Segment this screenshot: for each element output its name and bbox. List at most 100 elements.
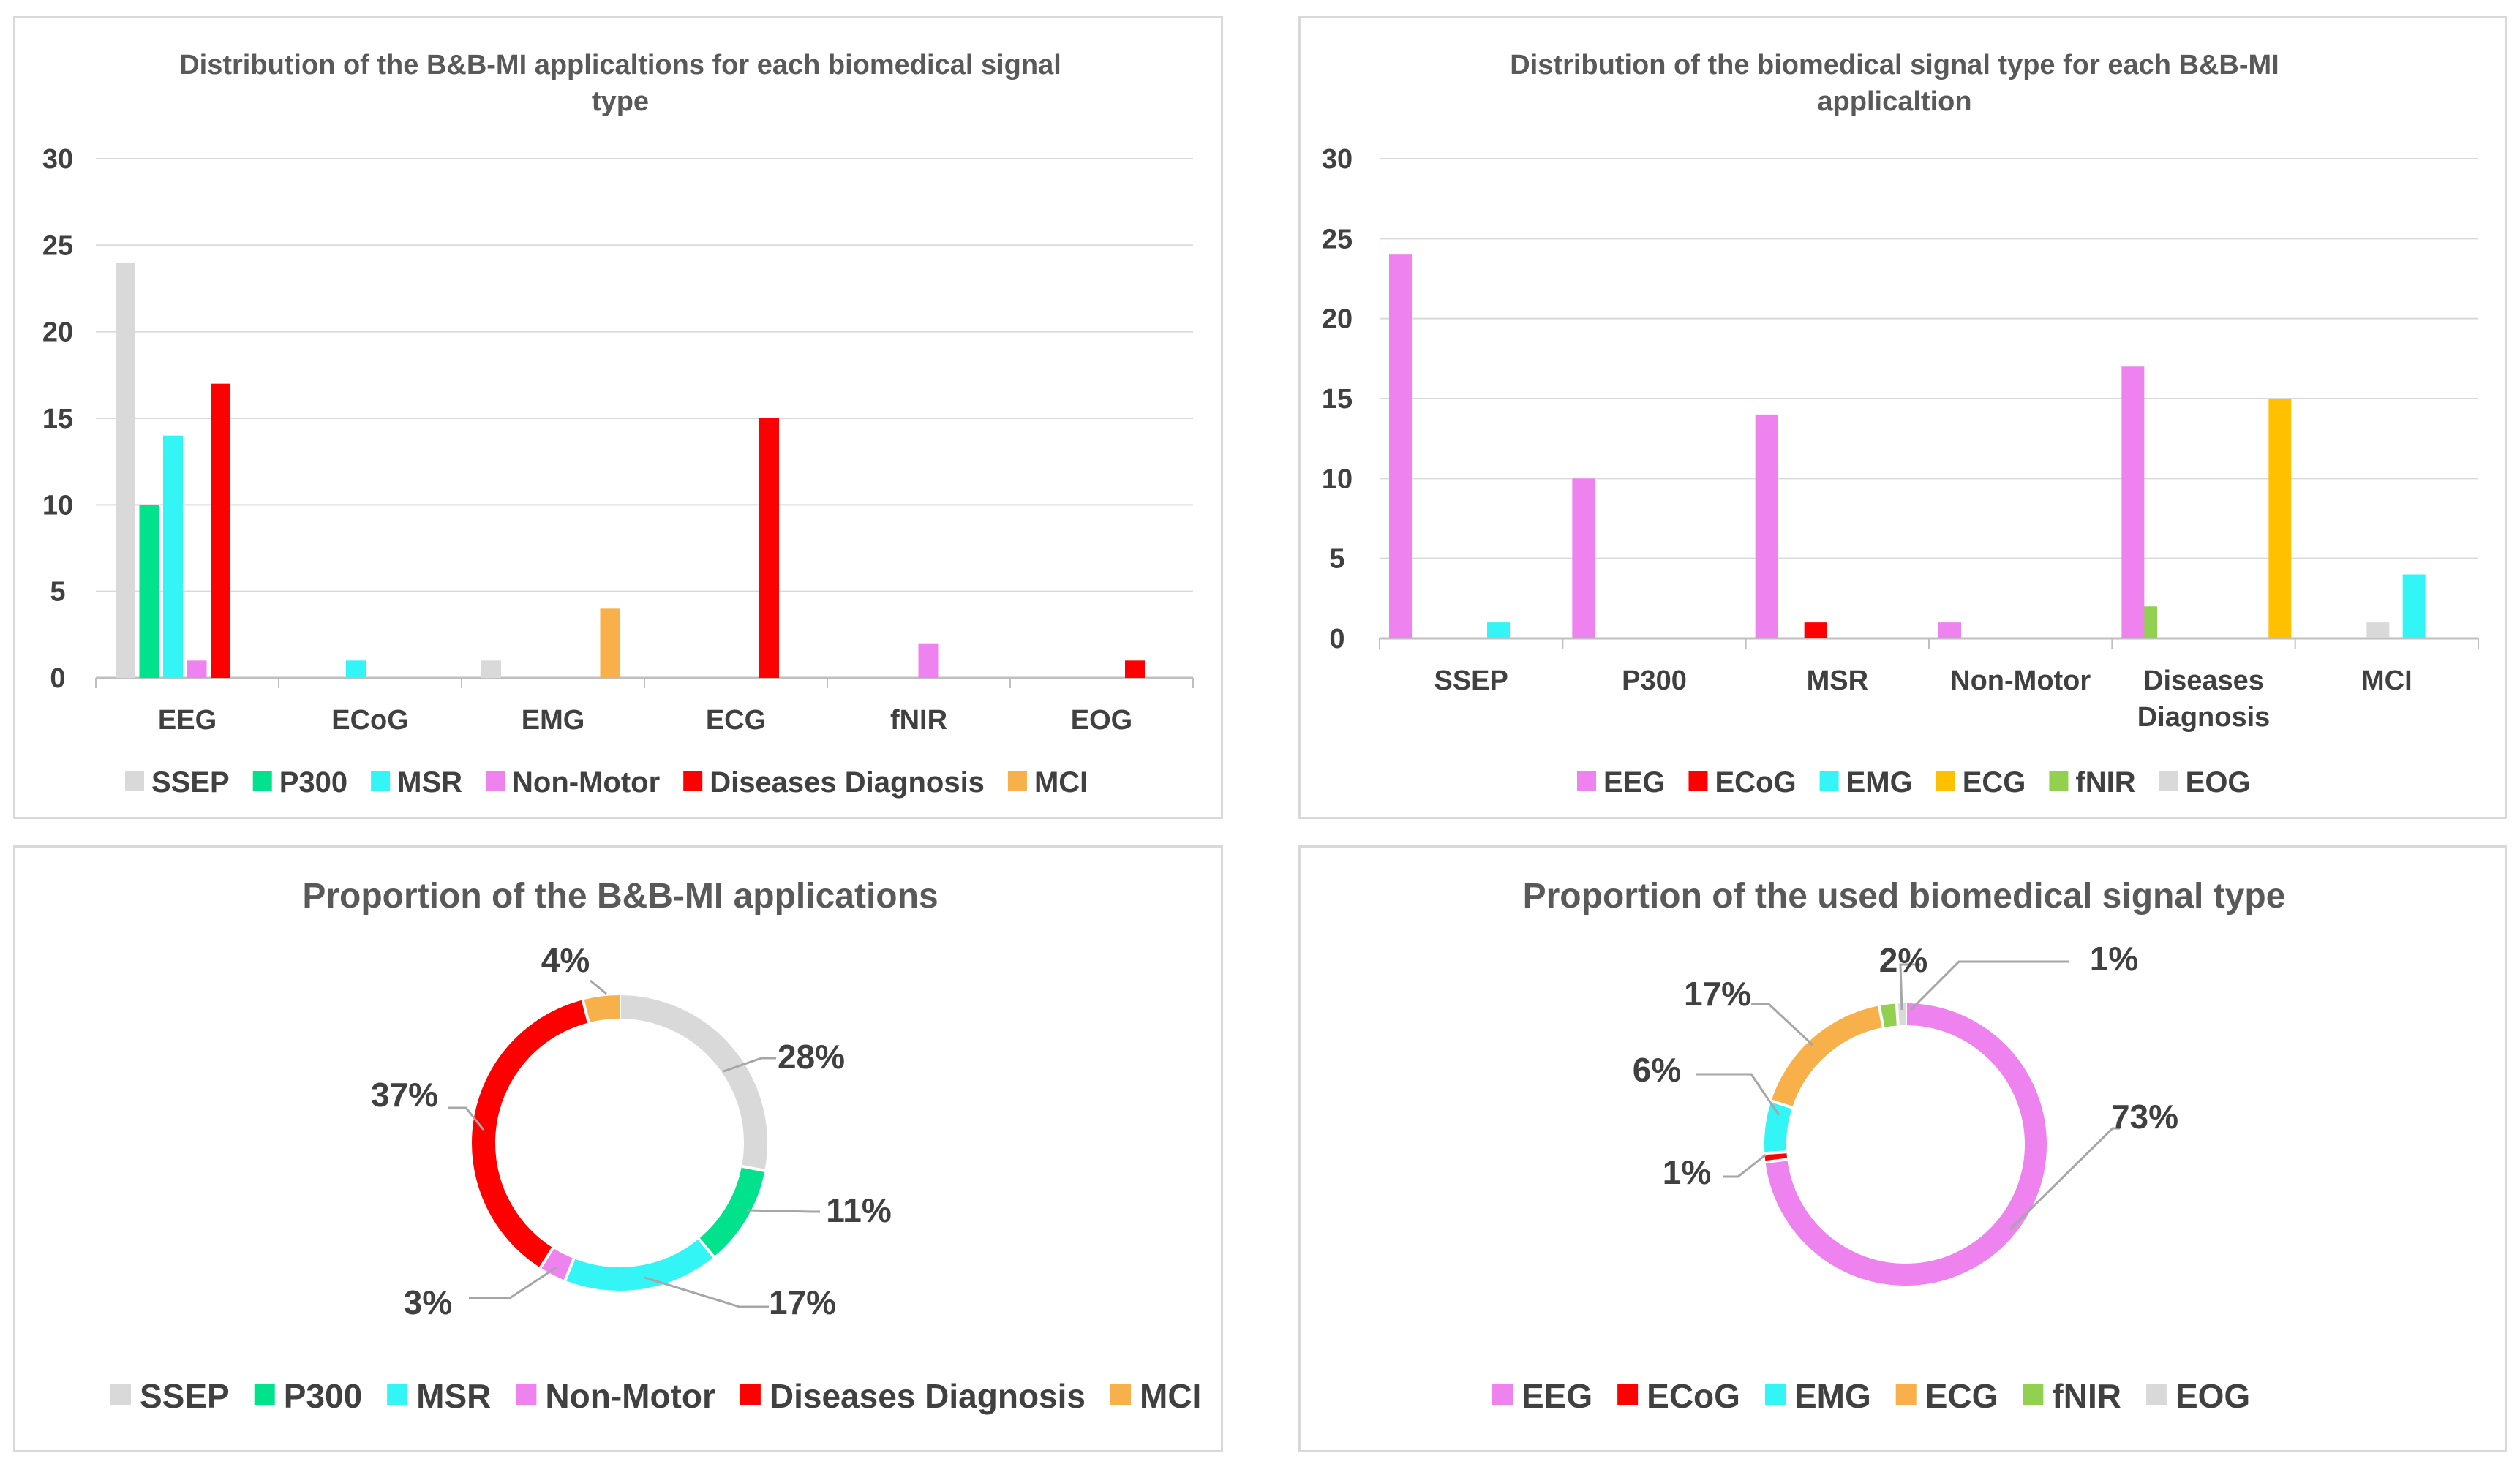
y-tick-label: 30	[1322, 144, 1353, 175]
x-category-label: EMG	[522, 705, 585, 736]
legend-label: EOG	[2175, 1377, 2250, 1415]
chart-title: type	[592, 86, 649, 117]
data-label: 1%	[2090, 940, 2138, 978]
x-category-label: Non-Motor	[1950, 665, 2091, 696]
bar-chart-2: Distribution of the biomedical signal ty…	[1322, 50, 2479, 799]
y-tick-label: 15	[42, 404, 73, 434]
legend-swatch	[252, 771, 272, 791]
legend-swatch	[125, 771, 144, 791]
chart-title: Distribution of the B&B-MI applicaltions…	[179, 50, 1061, 80]
x-category-label: SSEP	[1434, 665, 1508, 696]
chart-signal-proportion: Proportion of the used biomedical signal…	[1298, 845, 2507, 1452]
slice-separator	[563, 1258, 576, 1281]
legend-swatch	[2049, 771, 2069, 791]
y-tick-label: 0	[50, 663, 65, 694]
leader-line	[1909, 960, 2069, 1011]
donut-chart-1: Proportion of the B&B-MI applications 28%…	[110, 877, 1201, 1415]
legend-label: MCI	[1140, 1377, 1201, 1415]
donut-slice-p300	[699, 1166, 765, 1257]
legend-label: Non-Motor	[512, 766, 660, 799]
legend-label: EMG	[1794, 1377, 1871, 1415]
bar-emg	[1487, 622, 1510, 638]
data-label: 6%	[1633, 1051, 1681, 1089]
x-category-label: P300	[1622, 665, 1687, 696]
legend-swatch	[110, 1384, 131, 1405]
legend-swatch	[371, 771, 391, 791]
bar-ecg	[2268, 399, 2292, 638]
legend-swatch	[1764, 1384, 1786, 1405]
leader-line	[723, 1057, 776, 1073]
leader-line	[1751, 1003, 1814, 1046]
bar-eeg	[1755, 414, 1778, 638]
bar-emg	[2402, 574, 2426, 638]
legend-swatch	[1688, 771, 1708, 791]
leader-line	[590, 979, 607, 995]
leader-line	[1723, 1153, 1767, 1178]
legend-label: ECoG	[1647, 1377, 1740, 1415]
legend-swatch	[2145, 1384, 2167, 1405]
bar-eeg	[1572, 478, 1595, 638]
legend-label: EMG	[1846, 766, 1913, 799]
bar-non-motor	[918, 643, 939, 678]
x-category-label: Diseases	[2143, 665, 2264, 696]
chart-title: Distribution of the biomedical signal ty…	[1510, 50, 2279, 80]
chart-applications-proportion: Proportion of the B&B-MI applications 28%…	[13, 845, 1223, 1452]
bar-msr	[346, 660, 366, 678]
data-label: 4%	[541, 941, 590, 979]
legend-label: fNIR	[2075, 766, 2135, 799]
bar-eeg	[2121, 366, 2145, 638]
donut-slice-ssep	[619, 995, 767, 1171]
leader-line	[746, 1209, 820, 1213]
x-category-label: EEG	[158, 705, 217, 736]
bar-msr	[163, 435, 183, 678]
legend-swatch	[516, 1384, 537, 1405]
leader-line	[469, 1266, 557, 1299]
leader-line	[1696, 1073, 1780, 1116]
leader-line	[1899, 963, 1921, 1011]
bar-ssep	[116, 263, 135, 678]
legend-label: fNIR	[2052, 1377, 2121, 1415]
legend-label: P300	[284, 1377, 362, 1415]
legend-label: EOG	[2186, 766, 2251, 799]
y-tick-label: 10	[1322, 464, 1353, 494]
slice-separator	[1877, 1005, 1885, 1028]
x-category-label: ECG	[706, 705, 766, 736]
bar-chart-1: Distribution of the B&B-MI applicaltions…	[42, 50, 1194, 799]
data-label: 73%	[2111, 1098, 2178, 1136]
donut-slice-diseases-diagnosis	[472, 1000, 589, 1268]
leader-line	[448, 1106, 485, 1131]
legend-label: EEG	[1603, 766, 1665, 799]
y-tick-label: 20	[1322, 304, 1353, 335]
legend-label: MCI	[1034, 766, 1088, 799]
slice-separator	[1765, 1158, 1788, 1164]
chart-applications-per-signal: Distribution of the B&B-MI applicaltions…	[13, 16, 1223, 819]
donut-slice-mci	[582, 995, 620, 1023]
donut-slice-fnir	[1878, 1003, 1898, 1027]
bar-eeg	[1938, 622, 1961, 638]
x-category-label: MSR	[1807, 665, 1868, 696]
donut-slice-ecg	[1771, 1005, 1884, 1108]
legend-label: Diseases Diagnosis	[770, 1377, 1086, 1415]
chart-title: Proportion of the B&B-MI applications	[302, 877, 938, 916]
bar-mci	[600, 608, 620, 678]
donut-slice-non-motor	[540, 1248, 574, 1280]
legend-swatch	[1617, 1384, 1639, 1405]
donut-slice-emg	[1764, 1101, 1793, 1154]
y-tick-label: 10	[42, 490, 73, 521]
legend-label: Diseases Diagnosis	[710, 766, 985, 799]
legend-swatch	[2159, 771, 2178, 791]
donut-slice-eeg	[1765, 1003, 2047, 1286]
legend-swatch	[1492, 1384, 1513, 1405]
legend-swatch	[1936, 771, 1955, 791]
legend-swatch	[1819, 771, 1839, 791]
bar-non-motor	[187, 660, 207, 678]
chart-signal-per-application: Distribution of the biomedical signal ty…	[1298, 16, 2507, 819]
legend-label: P300	[279, 766, 347, 799]
y-tick-label: 25	[1322, 224, 1353, 254]
legend-swatch	[1577, 771, 1596, 791]
y-tick-label: 5	[1329, 544, 1344, 575]
data-label: 17%	[769, 1283, 836, 1321]
donut-slice-msr	[565, 1238, 714, 1291]
x-category-label: MCI	[2361, 665, 2412, 696]
slice-separator	[1764, 1150, 1787, 1155]
